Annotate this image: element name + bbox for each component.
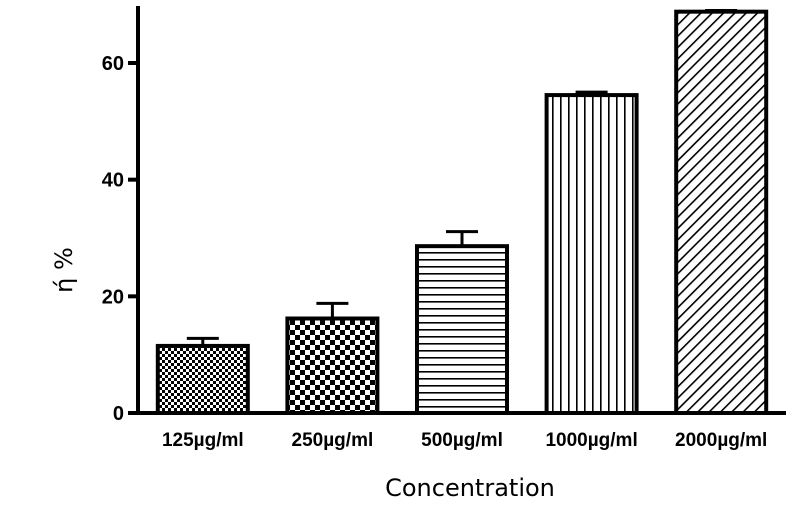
bar-4 <box>674 9 769 416</box>
category-label-0: 125µg/ml <box>162 430 244 451</box>
x-axis-title: Concentration <box>385 474 555 502</box>
y-tick-label-3: 60 <box>102 53 124 75</box>
category-label-1: 250µg/ml <box>292 430 374 451</box>
y-tick-label-2: 40 <box>102 170 124 192</box>
category-label-3: 1000µg/ml <box>545 430 637 451</box>
category-label-2: 500µg/ml <box>421 430 503 451</box>
y-tick-label-0: 0 <box>113 403 124 425</box>
error-bars <box>186 9 738 346</box>
bar-3 <box>544 93 639 415</box>
bar-0 <box>155 343 250 415</box>
bar-1 <box>285 316 380 415</box>
category-labels: 125µg/ml 250µg/ml 500µg/ml 1000µg/ml 2000µg/… <box>162 430 767 451</box>
y-axis-title: ή % <box>50 247 78 293</box>
y-axis: 0 20 40 60 <box>102 6 140 425</box>
y-tick-label-1: 20 <box>102 286 124 308</box>
bars <box>155 9 769 416</box>
bar-2 <box>415 244 509 415</box>
category-label-4: 2000µg/ml <box>675 430 767 451</box>
